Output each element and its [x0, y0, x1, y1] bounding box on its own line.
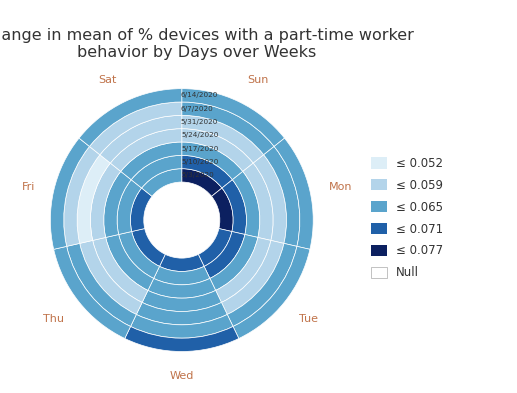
Wedge shape	[104, 171, 131, 237]
Wedge shape	[182, 155, 233, 188]
Wedge shape	[100, 115, 182, 163]
Wedge shape	[221, 241, 284, 314]
Wedge shape	[142, 290, 221, 312]
Text: Change in mean of % devices with a part-time worker
behavior by Days over Weeks: Change in mean of % devices with a part-…	[0, 28, 414, 60]
Wedge shape	[117, 180, 142, 235]
Wedge shape	[154, 266, 210, 285]
Wedge shape	[79, 89, 182, 147]
Text: Tue: Tue	[299, 314, 318, 324]
Wedge shape	[253, 155, 286, 243]
Wedge shape	[80, 241, 142, 314]
Wedge shape	[243, 163, 273, 241]
Wedge shape	[131, 155, 182, 188]
Wedge shape	[222, 180, 247, 235]
Wedge shape	[199, 229, 232, 266]
Wedge shape	[182, 102, 274, 155]
Wedge shape	[131, 314, 233, 338]
Wedge shape	[274, 138, 313, 249]
Wedge shape	[77, 155, 110, 243]
Text: 5/10/2020: 5/10/2020	[181, 159, 219, 165]
Wedge shape	[148, 278, 216, 298]
Text: 5/24/2020: 5/24/2020	[181, 132, 219, 138]
Wedge shape	[204, 231, 245, 278]
Wedge shape	[160, 254, 204, 272]
Wedge shape	[54, 246, 131, 338]
Wedge shape	[227, 243, 297, 327]
Wedge shape	[50, 138, 89, 249]
Wedge shape	[90, 163, 121, 241]
Text: Mon: Mon	[328, 182, 352, 192]
Wedge shape	[211, 188, 233, 231]
Text: 6/7/2020: 6/7/2020	[181, 106, 214, 112]
Wedge shape	[233, 246, 310, 338]
Text: Sat: Sat	[98, 75, 116, 84]
Wedge shape	[64, 147, 100, 246]
Legend: ≤ 0.052, ≤ 0.059, ≤ 0.065, ≤ 0.071, ≤ 0.077, Null: ≤ 0.052, ≤ 0.059, ≤ 0.065, ≤ 0.071, ≤ 0.…	[368, 153, 447, 283]
Wedge shape	[182, 89, 284, 147]
Wedge shape	[105, 235, 154, 290]
Wedge shape	[142, 169, 182, 196]
Wedge shape	[136, 303, 227, 325]
Wedge shape	[182, 169, 222, 196]
Wedge shape	[89, 102, 182, 155]
Wedge shape	[132, 229, 165, 266]
Wedge shape	[125, 327, 239, 351]
Wedge shape	[93, 237, 148, 303]
Wedge shape	[233, 171, 260, 237]
Text: Fri: Fri	[22, 182, 35, 192]
Wedge shape	[264, 147, 300, 246]
Text: Sun: Sun	[247, 75, 268, 84]
Text: 5/17/2020: 5/17/2020	[181, 146, 219, 152]
Wedge shape	[182, 142, 243, 180]
Wedge shape	[182, 115, 264, 163]
Text: 5/3/2020: 5/3/2020	[182, 173, 215, 178]
Wedge shape	[130, 188, 152, 231]
Wedge shape	[210, 235, 258, 290]
Wedge shape	[67, 243, 136, 327]
Wedge shape	[216, 237, 271, 303]
Wedge shape	[110, 129, 182, 171]
Text: 6/14/2020: 6/14/2020	[180, 92, 218, 98]
Wedge shape	[182, 129, 253, 171]
Text: 5/31/2020: 5/31/2020	[181, 119, 218, 125]
Wedge shape	[121, 142, 182, 180]
Text: Thu: Thu	[43, 314, 64, 324]
Text: Wed: Wed	[170, 371, 194, 380]
Wedge shape	[119, 231, 160, 278]
